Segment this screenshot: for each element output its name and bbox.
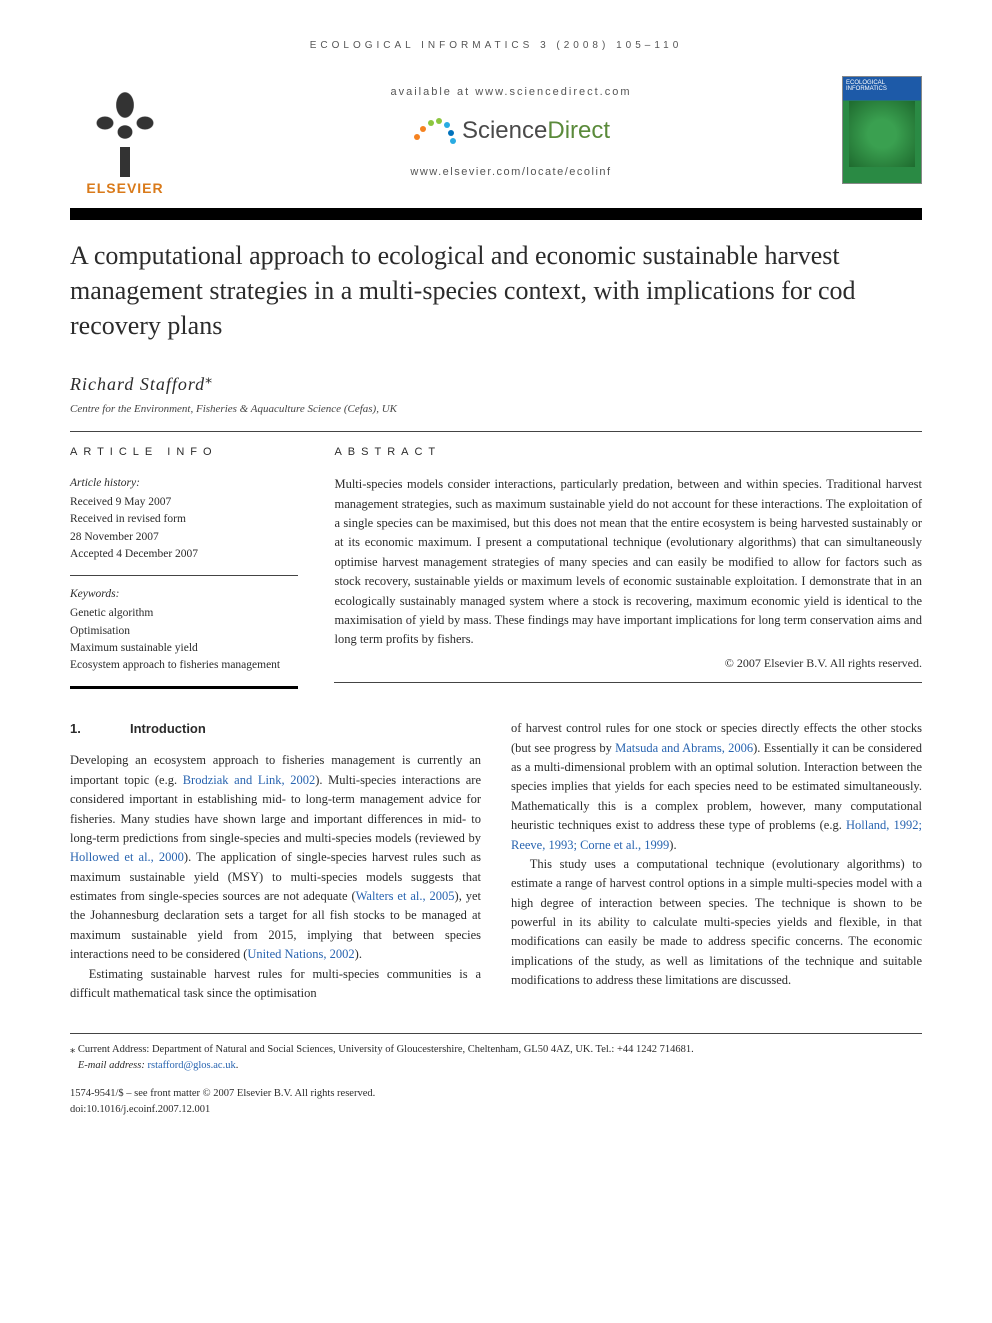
- keywords-label: Keywords:: [70, 586, 298, 603]
- black-separator-bar: [70, 208, 922, 220]
- article-title: A computational approach to ecological a…: [70, 238, 922, 343]
- journal-header: ELSEVIER available at www.sciencedirect.…: [70, 76, 922, 196]
- history-line: Received 9 May 2007: [70, 494, 298, 511]
- elsevier-brand-text: ELSEVIER: [86, 180, 163, 196]
- author-corresponding-mark: ⁎: [205, 372, 213, 387]
- sd-text-a: Science: [462, 117, 547, 144]
- citation-link[interactable]: Walters et al., 2005: [356, 889, 455, 903]
- info-abstract-row: ARTICLE INFO Article history: Received 9…: [70, 444, 922, 689]
- rights-line: 1574-9541/$ – see front matter © 2007 El…: [70, 1086, 922, 1102]
- paragraph: Developing an ecosystem approach to fish…: [70, 751, 481, 964]
- sciencedirect-logo: ScienceDirect: [412, 116, 610, 146]
- history-line: Received in revised form: [70, 511, 298, 528]
- doi-line: doi:10.1016/j.ecoinf.2007.12.001: [70, 1102, 922, 1118]
- paragraph: of harvest control rules for one stock o…: [511, 719, 922, 855]
- author-text: Richard Stafford: [70, 374, 205, 394]
- citation-link[interactable]: Hollowed et al., 2000: [70, 850, 184, 864]
- author-affiliation: Centre for the Environment, Fisheries & …: [70, 403, 922, 415]
- paragraph: Estimating sustainable harvest rules for…: [70, 965, 481, 1004]
- abstract-column: ABSTRACT Multi-species models consider i…: [334, 444, 922, 689]
- rights-block: 1574-9541/$ – see front matter © 2007 El…: [70, 1086, 922, 1118]
- email-link[interactable]: rstafford@glos.ac.uk: [147, 1060, 235, 1071]
- keyword: Genetic algorithm: [70, 605, 298, 622]
- elsevier-logo: ELSEVIER: [70, 76, 180, 196]
- abstract-text: Multi-species models consider interactio…: [334, 475, 922, 649]
- sciencedirect-text: ScienceDirect: [462, 117, 610, 145]
- body-columns: 1. Introduction Developing an ecosystem …: [70, 719, 922, 1003]
- section-heading: 1. Introduction: [70, 719, 481, 739]
- footnotes: ⁎ Current Address: Department of Natural…: [70, 1033, 922, 1074]
- keyword: Optimisation: [70, 623, 298, 640]
- sciencedirect-swoosh-icon: [412, 116, 456, 146]
- footnote-text: Current Address: Department of Natural a…: [75, 1044, 694, 1055]
- citation-link[interactable]: United Nations, 2002: [247, 947, 354, 961]
- author-name: Richard Stafford⁎: [70, 371, 922, 395]
- keyword: Maximum sustainable yield: [70, 640, 298, 657]
- rule: [70, 431, 922, 432]
- article-info-heading: ARTICLE INFO: [70, 444, 298, 461]
- history-line: 28 November 2007: [70, 529, 298, 546]
- citation-link[interactable]: Matsuda and Abrams, 2006: [615, 741, 753, 755]
- keyword: Ecosystem approach to fisheries manageme…: [70, 657, 298, 674]
- journal-cover-thumbnail: ECOLOGICAL INFORMATICS: [842, 76, 922, 184]
- abstract-copyright: © 2007 Elsevier B.V. All rights reserved…: [334, 654, 922, 673]
- available-at-line: available at www.sciencedirect.com: [390, 86, 631, 98]
- body-col-right: of harvest control rules for one stock o…: [511, 719, 922, 1003]
- body-col-left: 1. Introduction Developing an ecosystem …: [70, 719, 481, 1003]
- journal-cover-title: ECOLOGICAL INFORMATICS: [846, 80, 887, 92]
- sd-text-b: Direct: [547, 117, 610, 144]
- header-center: available at www.sciencedirect.com Scien…: [180, 76, 842, 178]
- corresponding-footnote: ⁎ Current Address: Department of Natural…: [70, 1042, 922, 1058]
- running-head: ECOLOGICAL INFORMATICS 3 (2008) 105–110: [70, 40, 922, 51]
- article-info-column: ARTICLE INFO Article history: Received 9…: [70, 444, 298, 689]
- text-run: ).: [669, 838, 676, 852]
- abstract-heading: ABSTRACT: [334, 444, 922, 461]
- email-label: E-mail address:: [78, 1060, 145, 1071]
- history-line: Accepted 4 December 2007: [70, 546, 298, 563]
- article-history-block: Article history: Received 9 May 2007 Rec…: [70, 475, 298, 576]
- section-number: 1.: [70, 719, 130, 739]
- keywords-block: Keywords: Genetic algorithm Optimisation…: [70, 586, 298, 689]
- rule: [334, 682, 922, 683]
- paragraph: This study uses a computational techniqu…: [511, 855, 922, 991]
- email-suffix: .: [236, 1060, 239, 1071]
- email-line: E-mail address: rstafford@glos.ac.uk.: [70, 1058, 922, 1074]
- elsevier-tree-icon: [75, 87, 175, 177]
- section-title: Introduction: [130, 719, 206, 739]
- citation-link[interactable]: Brodziak and Link, 2002: [183, 773, 316, 787]
- journal-url: www.elsevier.com/locate/ecolinf: [410, 166, 611, 178]
- article-history-label: Article history:: [70, 475, 298, 492]
- text-run: ).: [355, 947, 362, 961]
